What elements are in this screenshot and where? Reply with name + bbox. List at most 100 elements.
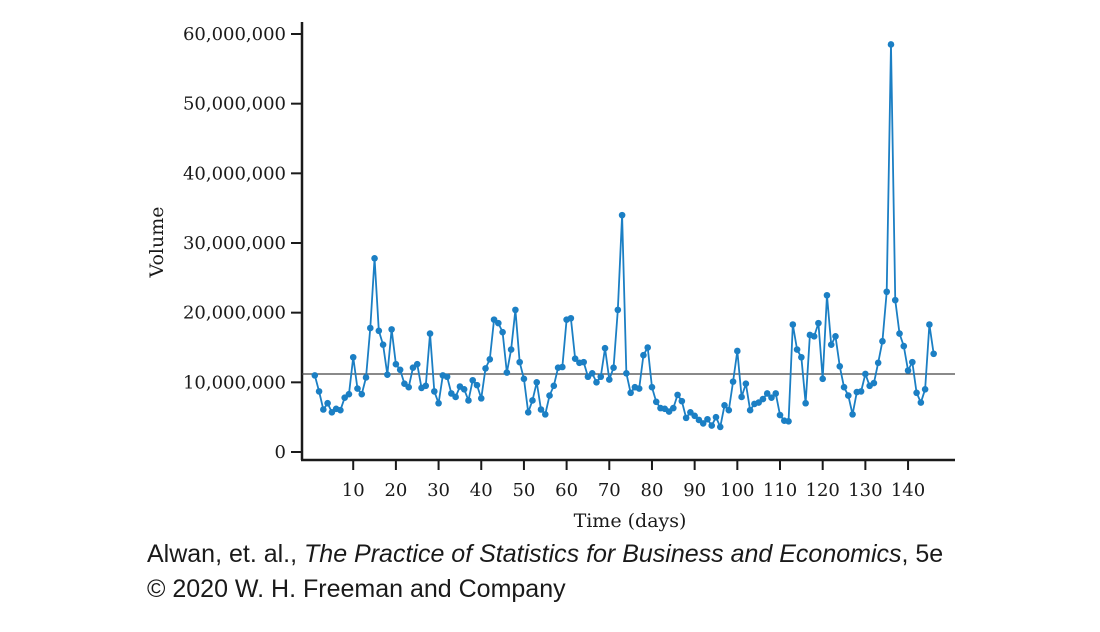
x-tick-label: 130: [848, 480, 882, 501]
data-point: [845, 392, 852, 399]
x-tick-label: 50: [512, 480, 535, 501]
data-point: [550, 382, 558, 390]
data-point: [640, 351, 647, 359]
x-tick-label: 10: [342, 480, 365, 501]
data-point: [815, 319, 822, 327]
data-point: [849, 411, 856, 418]
data-point: [443, 373, 451, 381]
data-point: [682, 414, 690, 422]
data-point: [721, 402, 728, 409]
citation-edition: , 5e: [901, 540, 944, 568]
data-point: [358, 390, 366, 398]
data-point: [520, 375, 528, 383]
data-point: [704, 415, 711, 423]
data-point: [785, 418, 792, 425]
x-tick-label: 90: [683, 480, 706, 501]
y-tick-label: 20,000,000: [183, 303, 286, 324]
data-point: [431, 388, 438, 395]
data-point: [597, 373, 605, 381]
data-point: [362, 374, 370, 381]
axes: [300, 22, 955, 462]
data-point: [320, 406, 327, 413]
data-point: [495, 319, 502, 327]
data-point: [588, 369, 596, 377]
data-point: [913, 389, 920, 397]
data-point: [567, 314, 575, 322]
data-point: [571, 355, 579, 362]
data-point: [887, 41, 895, 48]
data-point: [819, 375, 826, 383]
data-point: [708, 422, 716, 429]
data-point: [516, 358, 523, 366]
data-point: [465, 397, 472, 404]
data-point: [768, 394, 775, 401]
data-point: [746, 406, 754, 414]
y-tick-label: 40,000,000: [183, 163, 286, 184]
copyright-notice: © 2020 W. H. Freeman and Company: [147, 575, 566, 603]
data-point: [311, 372, 319, 379]
data-point: [832, 333, 839, 340]
data-point: [738, 393, 745, 401]
data-point: [763, 390, 771, 397]
data-point: [759, 395, 767, 403]
data-point: [862, 370, 869, 378]
data-point: [909, 358, 916, 366]
x-tick-label: 80: [641, 480, 664, 501]
data-point: [725, 406, 733, 414]
data-point: [533, 379, 541, 386]
data-point: [917, 399, 925, 406]
data-point: [605, 376, 613, 383]
data-point: [635, 385, 643, 392]
data-point: [396, 366, 404, 374]
data-point: [371, 255, 378, 262]
x-tick-label: 30: [427, 480, 450, 501]
data-point: [742, 380, 750, 388]
data-point: [426, 330, 434, 337]
data-point: [324, 399, 331, 407]
data-point: [734, 347, 741, 355]
data-point: [486, 356, 494, 363]
citation-authors: Alwan, et. al.,: [147, 540, 305, 568]
data-point: [422, 382, 430, 390]
x-tick-label: 20: [384, 480, 407, 501]
data-point: [857, 388, 865, 395]
data-point: [670, 404, 677, 412]
data-point: [580, 358, 587, 366]
data-point: [349, 353, 357, 361]
data-point: [413, 360, 421, 368]
source-citation: Alwan, et. al., The Practice of Statisti…: [147, 540, 943, 569]
data-point: [512, 306, 519, 314]
data-point: [921, 386, 929, 393]
data-point: [644, 344, 652, 351]
data-point: [618, 211, 626, 219]
data-point: [473, 381, 481, 389]
x-tick-label: 70: [598, 480, 621, 501]
data-point: [610, 364, 617, 372]
y-tick-label: 60,000,000: [183, 24, 286, 45]
data-point: [891, 296, 899, 304]
x-tick-label: 60: [555, 480, 578, 501]
x-tick-label: 40: [470, 480, 493, 501]
data-point: [503, 369, 511, 376]
citation-book-title: The Practice of Statistics for Business …: [304, 540, 902, 568]
data-point: [772, 390, 780, 397]
series-line: [313, 43, 935, 428]
y-tick-label: 10,000,000: [183, 372, 286, 393]
data-point: [926, 321, 933, 328]
data-point: [452, 393, 459, 401]
data-point: [379, 341, 387, 349]
data-point: [716, 423, 724, 431]
data-point: [546, 392, 553, 399]
data-point: [840, 383, 848, 391]
volume-time-plot: 0 10,000,000 20,000,000 30,000,000 40,000,00…: [146, 22, 955, 532]
data-point: [879, 337, 886, 345]
data-point: [469, 376, 477, 384]
y-tick-label: 0: [275, 442, 286, 463]
data-point: [900, 342, 908, 350]
y-ticks: 0 10,000,000 20,000,000 30,000,000 40,000,00…: [183, 24, 302, 463]
data-point: [793, 346, 801, 353]
data-point: [507, 346, 515, 353]
data-point: [499, 328, 506, 336]
data-point: [729, 378, 737, 385]
data-point: [601, 344, 609, 352]
